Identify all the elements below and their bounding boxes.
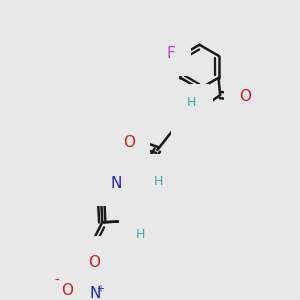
Text: O: O <box>239 89 251 104</box>
Text: O: O <box>88 255 100 270</box>
Text: O: O <box>123 135 135 150</box>
Text: O: O <box>143 169 155 184</box>
Text: N: N <box>111 176 122 190</box>
Text: +: + <box>96 284 104 294</box>
Text: N: N <box>136 172 147 188</box>
Text: F: F <box>167 46 176 61</box>
Text: N: N <box>134 216 146 231</box>
Text: H: H <box>154 175 164 188</box>
Text: -: - <box>55 274 60 288</box>
Text: H: H <box>187 96 196 110</box>
Text: N: N <box>89 286 101 300</box>
Text: O: O <box>61 283 73 298</box>
Text: H: H <box>135 228 145 242</box>
Text: N: N <box>186 105 197 120</box>
